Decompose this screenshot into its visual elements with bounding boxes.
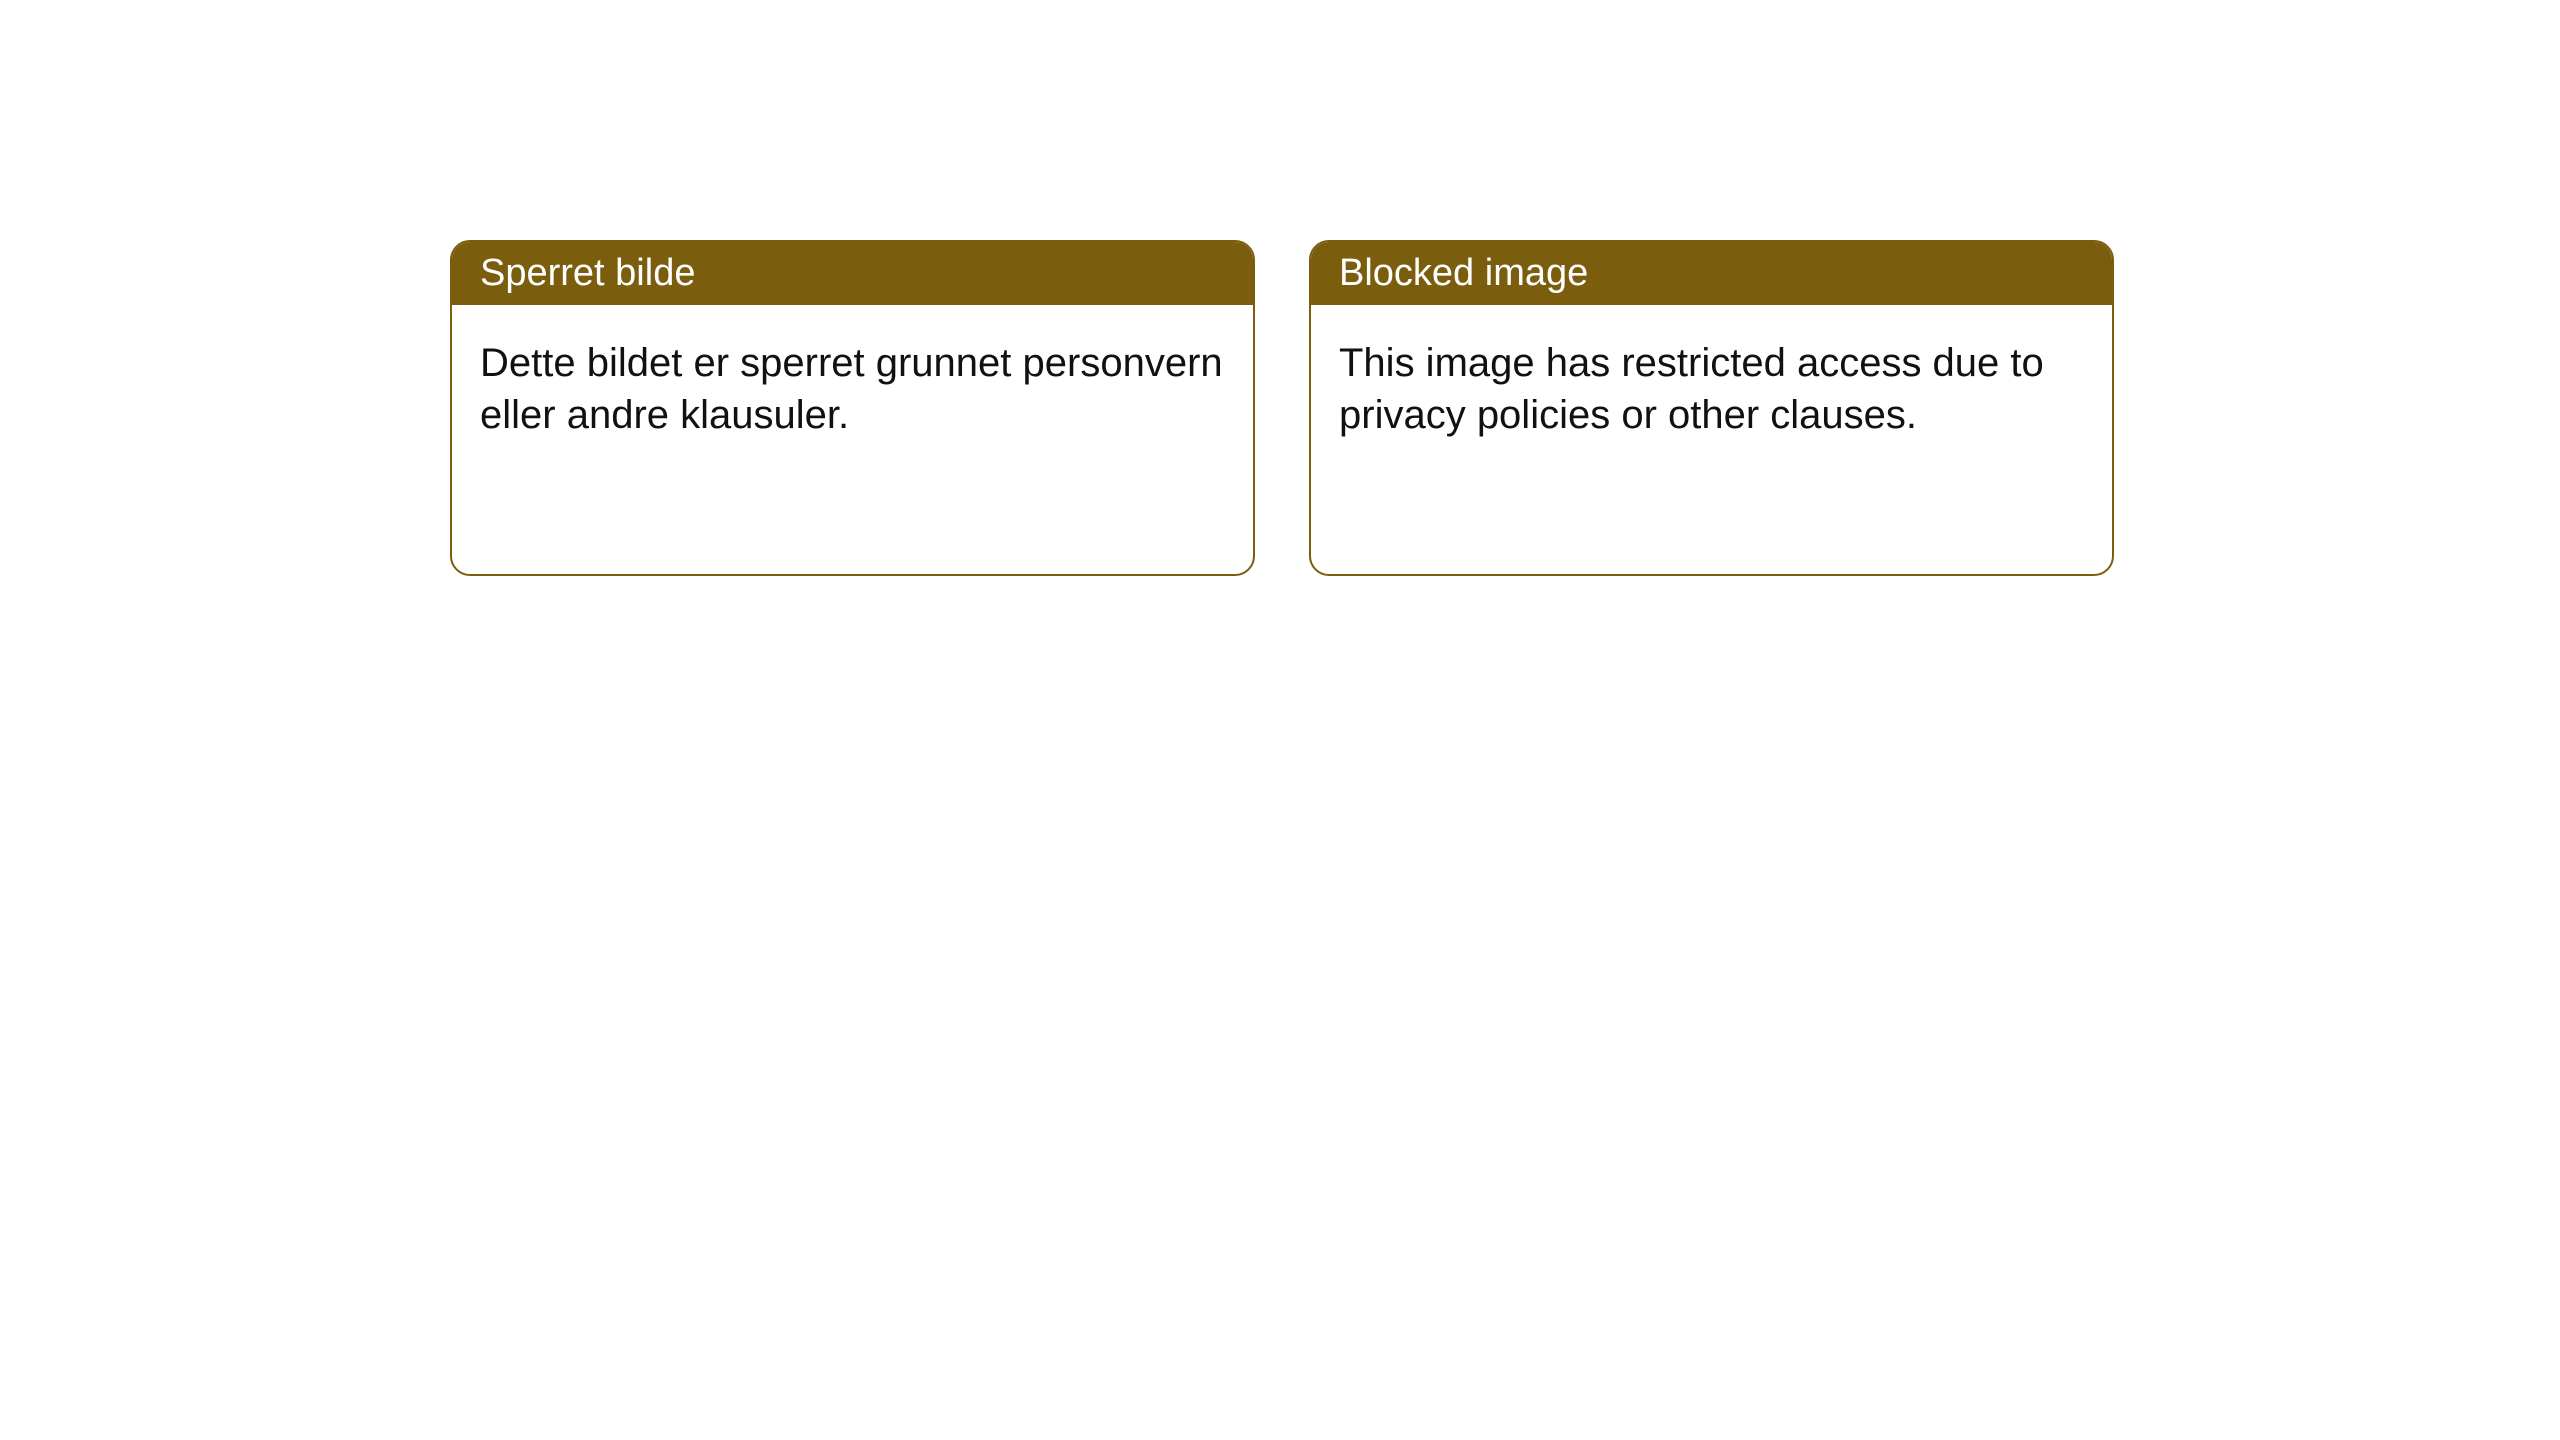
card-header-english: Blocked image: [1311, 242, 2112, 305]
card-header-norwegian: Sperret bilde: [452, 242, 1253, 305]
card-title-english: Blocked image: [1339, 252, 1588, 294]
blocked-image-cards: Sperret bilde Dette bildet er sperret gr…: [450, 240, 2114, 576]
card-text-norwegian: Dette bildet er sperret grunnet personve…: [480, 341, 1223, 437]
card-text-english: This image has restricted access due to …: [1339, 341, 2044, 437]
card-body-english: This image has restricted access due to …: [1311, 305, 2112, 473]
card-title-norwegian: Sperret bilde: [480, 252, 695, 294]
card-english: Blocked image This image has restricted …: [1309, 240, 2114, 576]
card-body-norwegian: Dette bildet er sperret grunnet personve…: [452, 305, 1253, 473]
card-norwegian: Sperret bilde Dette bildet er sperret gr…: [450, 240, 1255, 576]
